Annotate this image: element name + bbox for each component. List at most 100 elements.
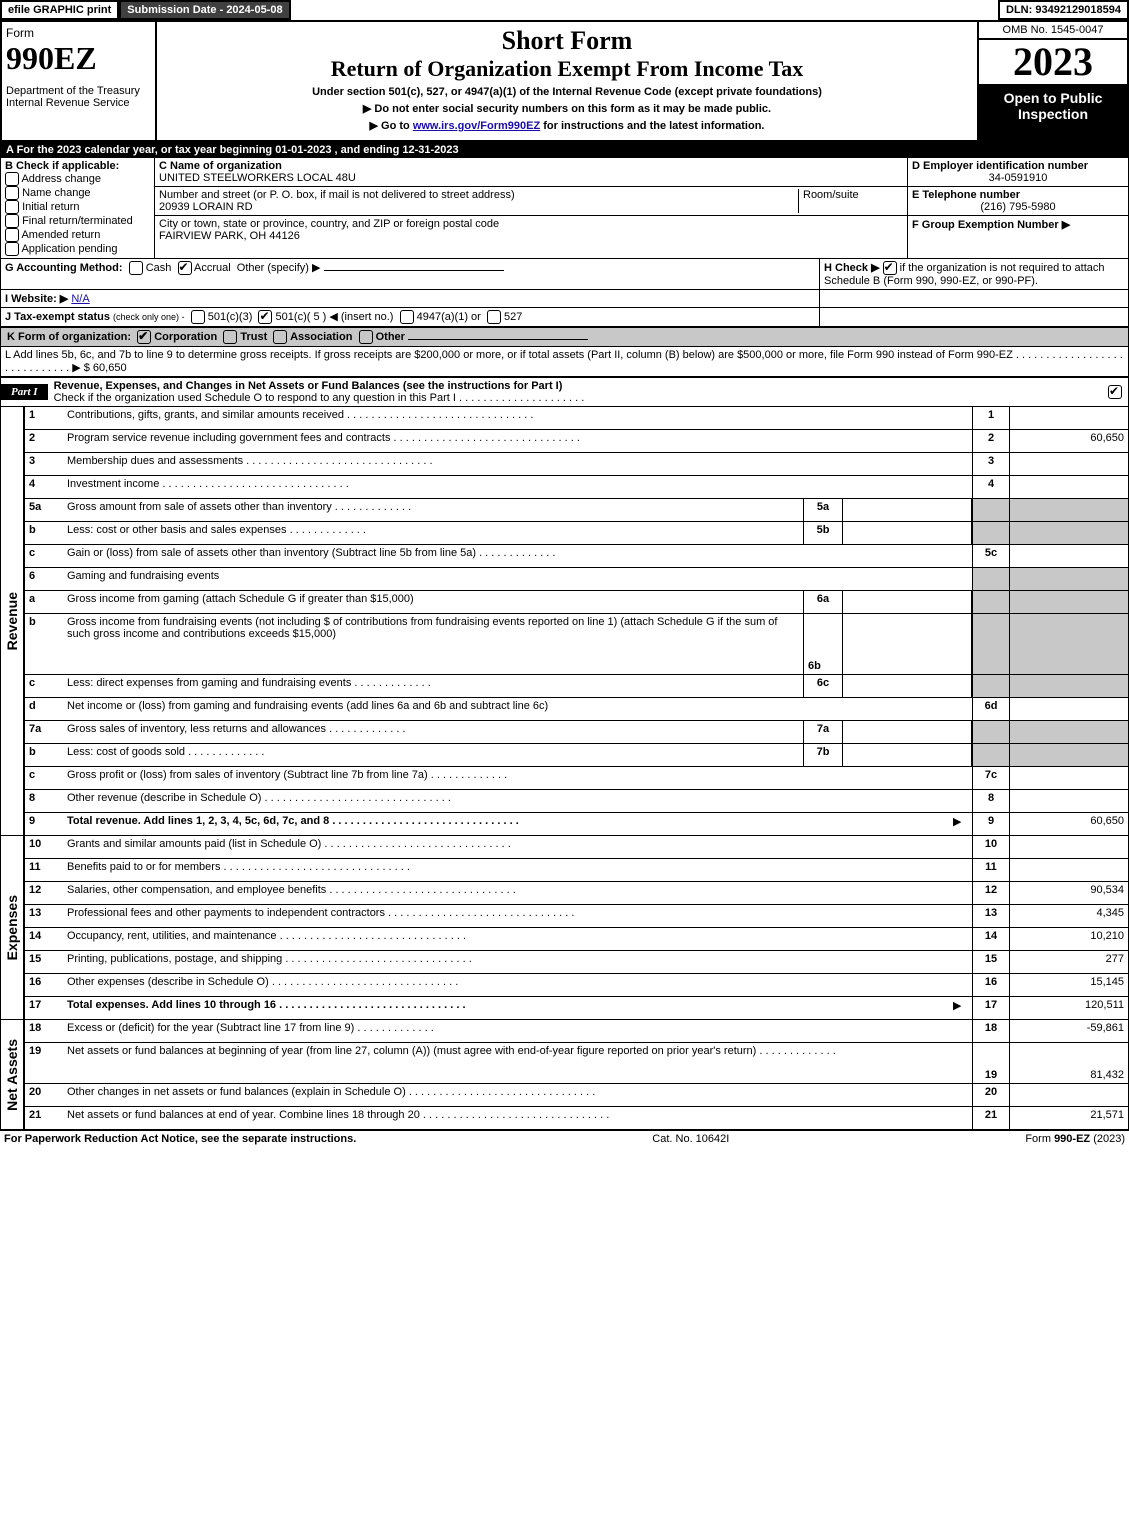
- form-right: OMB No. 1545-0047 2023 Open to Public In…: [977, 22, 1127, 140]
- top-bar: efile GRAPHIC print Submission Date - 20…: [0, 0, 1129, 20]
- chk-corp[interactable]: [137, 330, 151, 344]
- chk-accrual[interactable]: [178, 261, 192, 275]
- k-assoc: Association: [290, 331, 352, 343]
- line-19: 19Net assets or fund balances at beginni…: [24, 1043, 1129, 1084]
- chk-final-return[interactable]: [5, 214, 19, 228]
- line-12: 12Salaries, other compensation, and empl…: [24, 882, 1129, 905]
- j-label: J Tax-exempt status: [5, 311, 113, 323]
- chk-501c3[interactable]: [191, 310, 205, 324]
- b-amend: Amended return: [21, 229, 100, 241]
- g-cash: Cash: [146, 262, 172, 274]
- chk-other[interactable]: [359, 330, 373, 344]
- j-small: (check only one) -: [113, 312, 185, 322]
- b-init: Initial return: [22, 201, 79, 213]
- line-13: 13Professional fees and other payments t…: [24, 905, 1129, 928]
- j-c: 4947(a)(1) or: [417, 311, 481, 323]
- b-app: Application pending: [21, 243, 117, 255]
- e-label: E Telephone number: [912, 189, 1020, 201]
- part1-label: Part I: [1, 384, 48, 400]
- j-d: 527: [504, 311, 522, 323]
- website-link[interactable]: N/A: [71, 293, 89, 305]
- line-20: 20Other changes in net assets or fund ba…: [24, 1084, 1129, 1107]
- form-mid: Short Form Return of Organization Exempt…: [157, 22, 977, 140]
- chk-app-pending[interactable]: [5, 242, 19, 256]
- c-city-label: City or town, state or province, country…: [159, 218, 499, 230]
- c-name-label: C Name of organization: [159, 160, 282, 172]
- line-7c: cGross profit or (loss) from sales of in…: [24, 767, 1129, 790]
- arrow-icon: ▶: [949, 813, 972, 835]
- k-label: K Form of organization:: [7, 331, 131, 343]
- line-14: 14Occupancy, rent, utilities, and mainte…: [24, 928, 1129, 951]
- line-18: 18Excess or (deficit) for the year (Subt…: [24, 1020, 1129, 1043]
- b-label: B Check if applicable:: [5, 160, 150, 172]
- line-1: 1Contributions, gifts, grants, and simil…: [24, 407, 1129, 430]
- chk-527[interactable]: [487, 310, 501, 324]
- expense-section: Expenses 10Grants and similar amounts pa…: [0, 836, 1129, 1020]
- chk-assoc[interactable]: [273, 330, 287, 344]
- chk-h[interactable]: [883, 261, 897, 275]
- expense-vlabel: Expenses: [4, 895, 20, 960]
- l-row: L Add lines 5b, 6c, and 7b to line 9 to …: [0, 347, 1129, 377]
- part1-header: Part I Revenue, Expenses, and Changes in…: [0, 377, 1129, 407]
- g-other: Other (specify) ▶: [237, 262, 321, 274]
- g-label: G Accounting Method:: [5, 262, 123, 274]
- j-row: J Tax-exempt status (check only one) - 5…: [0, 308, 1129, 327]
- line-17: 17Total expenses. Add lines 10 through 1…: [24, 997, 1129, 1020]
- revenue-vlabel: Revenue: [4, 592, 20, 650]
- section-h: H Check ▶ if the organization is not req…: [819, 259, 1128, 289]
- submission-date: Submission Date - 2024-05-08: [119, 0, 290, 20]
- dln-label: DLN: 93492129018594: [998, 0, 1129, 20]
- gh-row: G Accounting Method: Cash Accrual Other …: [0, 259, 1129, 290]
- k-row: K Form of organization: Corporation Trus…: [0, 327, 1129, 347]
- c-street-label: Number and street (or P. O. box, if mail…: [159, 189, 515, 201]
- chk-name-change[interactable]: [5, 186, 19, 200]
- k-other-input[interactable]: [408, 339, 588, 340]
- line-6: 6Gaming and fundraising events: [24, 568, 1129, 591]
- subtitle-section: Under section 501(c), 527, or 4947(a)(1)…: [165, 86, 969, 98]
- chk-amended[interactable]: [5, 228, 19, 242]
- section-def: D Employer identification number 34-0591…: [907, 158, 1128, 258]
- g-other-input[interactable]: [324, 270, 504, 271]
- netassets-vlabel: Net Assets: [4, 1039, 20, 1111]
- department-label: Department of the Treasury Internal Reve…: [6, 85, 151, 109]
- chk-cash[interactable]: [129, 261, 143, 275]
- chk-initial-return[interactable]: [5, 200, 19, 214]
- netassets-section: Net Assets 18Excess or (deficit) for the…: [0, 1020, 1129, 1130]
- section-c: C Name of organization UNITED STEELWORKE…: [155, 158, 907, 258]
- footer-left: For Paperwork Reduction Act Notice, see …: [4, 1133, 356, 1145]
- h-label: H Check ▶: [824, 262, 883, 274]
- k-trust: Trust: [240, 331, 267, 343]
- chk-part1-scho[interactable]: [1108, 385, 1122, 399]
- telephone: (216) 795-5980: [912, 201, 1124, 213]
- section-b: B Check if applicable: Address change Na…: [1, 158, 155, 258]
- d-label: D Employer identification number: [912, 160, 1088, 172]
- line-3: 3Membership dues and assessments3: [24, 453, 1129, 476]
- j-b: 501(c)( 5 ) ◀ (insert no.): [276, 311, 394, 323]
- chk-address-change[interactable]: [5, 172, 19, 186]
- subtitle-ssn: ▶ Do not enter social security numbers o…: [165, 102, 969, 115]
- irs-link[interactable]: www.irs.gov/Form990EZ: [413, 120, 540, 132]
- line-6d: dNet income or (loss) from gaming and fu…: [24, 698, 1129, 721]
- arrow-icon: ▶: [949, 997, 972, 1019]
- chk-4947[interactable]: [400, 310, 414, 324]
- section-g: G Accounting Method: Cash Accrual Other …: [1, 259, 819, 289]
- part1-title: Revenue, Expenses, and Changes in Net As…: [54, 380, 563, 392]
- line-10: 10Grants and similar amounts paid (list …: [24, 836, 1129, 859]
- line-5a: 5aGross amount from sale of assets other…: [24, 499, 1129, 522]
- line-6a: aGross income from gaming (attach Schedu…: [24, 591, 1129, 614]
- form-header: Form 990EZ Department of the Treasury In…: [0, 20, 1129, 142]
- form-left: Form 990EZ Department of the Treasury In…: [2, 22, 157, 140]
- line-15: 15Printing, publications, postage, and s…: [24, 951, 1129, 974]
- ein: 34-0591910: [912, 172, 1124, 184]
- line-4: 4Investment income4: [24, 476, 1129, 499]
- public-inspection: Open to Public Inspection: [979, 86, 1127, 140]
- tax-year: 2023: [979, 40, 1127, 86]
- b-addr: Address change: [21, 173, 101, 185]
- i-label: I Website: ▶: [5, 293, 68, 305]
- org-street: 20939 LORAIN RD: [159, 201, 253, 213]
- line-16: 16Other expenses (describe in Schedule O…: [24, 974, 1129, 997]
- line-a: A For the 2023 calendar year, or tax yea…: [0, 142, 1129, 158]
- chk-501c[interactable]: [258, 310, 272, 324]
- chk-trust[interactable]: [223, 330, 237, 344]
- line-7b: bLess: cost of goods sold7b: [24, 744, 1129, 767]
